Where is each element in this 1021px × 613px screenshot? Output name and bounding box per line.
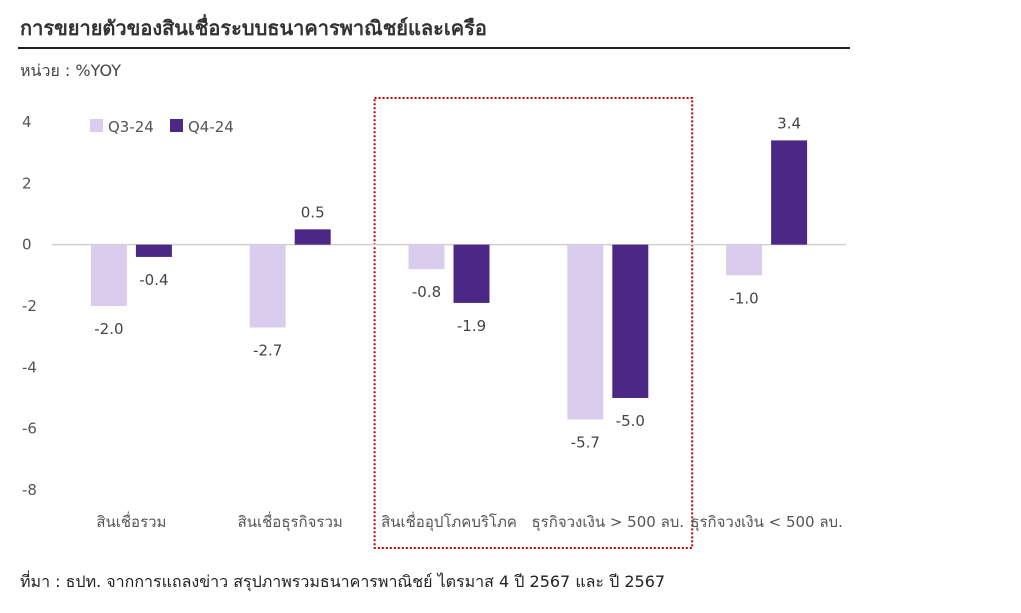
x-tick-label: สินเชื่ออุปโภคบริโภค [381,511,517,532]
y-tick-label: 0 [22,236,32,254]
bar-q4-24 [612,244,649,398]
legend-label: Q4-24 [188,118,234,136]
bar-q4-24 [453,244,490,303]
bar-q3-24 [90,244,127,306]
y-tick-label: -6 [22,420,37,438]
bar-q3-24 [249,244,286,328]
chart-title: การขยายตัวของสินเชื่อระบบธนาคารพาณิชย์แล… [20,16,487,40]
data-label: -2.0 [94,320,123,338]
data-label: -5.0 [616,412,645,430]
axis-layer: 4 2 0 -2 -4 -6 -8 สินเชื่อรวม สินเชื่อธุรกิจรวม ส… [22,113,846,532]
y-tick-label: 2 [22,174,32,192]
data-label: -2.7 [253,341,282,359]
bars-layer [90,140,808,420]
data-label: -0.4 [139,271,168,289]
legend-swatch-q3-24 [90,119,103,132]
x-tick-label: ธุรกิจวงเงิน > 500 ลบ. [532,513,685,532]
legend-swatch-q4-24 [170,119,183,132]
x-tick-label: สินเชื่อรวม [96,511,166,531]
data-label: -1.9 [457,317,486,335]
data-label: 3.4 [777,114,801,132]
data-label: 0.5 [301,203,325,221]
y-tick-label: -2 [22,297,37,315]
x-tick-label: ธุรกิจวงเงิน < 500 ลบ. [690,513,843,532]
legend-label: Q3-24 [108,118,154,136]
y-tick-label: 4 [22,113,32,131]
source-note: ที่มา : ธปท. จากการแถลงข่าว สรุปภาพรวมธน… [20,572,666,591]
bar-q4-24 [135,244,172,257]
data-label: -0.8 [412,283,441,301]
data-label: -5.7 [571,433,600,451]
data-label: -1.0 [729,289,758,307]
x-tick-label: สินเชื่อธุรกิจรวม [238,511,343,532]
bar-q3-24 [567,244,604,420]
unit-label: หน่วย : %YOY [20,61,121,80]
bar-q4-24 [771,140,808,245]
bar-q4-24 [294,229,331,245]
y-tick-label: -4 [22,358,37,376]
data-labels-layer: -2.0 -0.4 -2.7 0.5 -0.8 -1.9 -5.7 -5.0 -1.0 3.4 [94,114,801,451]
legend: Q3-24 Q4-24 [90,118,234,136]
bar-q3-24 [726,244,763,276]
y-tick-label: -8 [22,481,37,499]
bar-q3-24 [408,244,445,270]
title-underline [18,47,850,49]
